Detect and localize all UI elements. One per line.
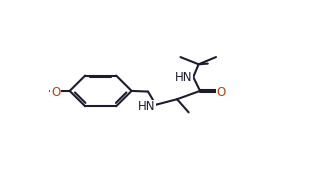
Text: O: O — [51, 86, 61, 99]
Text: HN: HN — [138, 100, 155, 113]
Text: HN: HN — [175, 71, 192, 84]
Text: O: O — [217, 86, 226, 99]
